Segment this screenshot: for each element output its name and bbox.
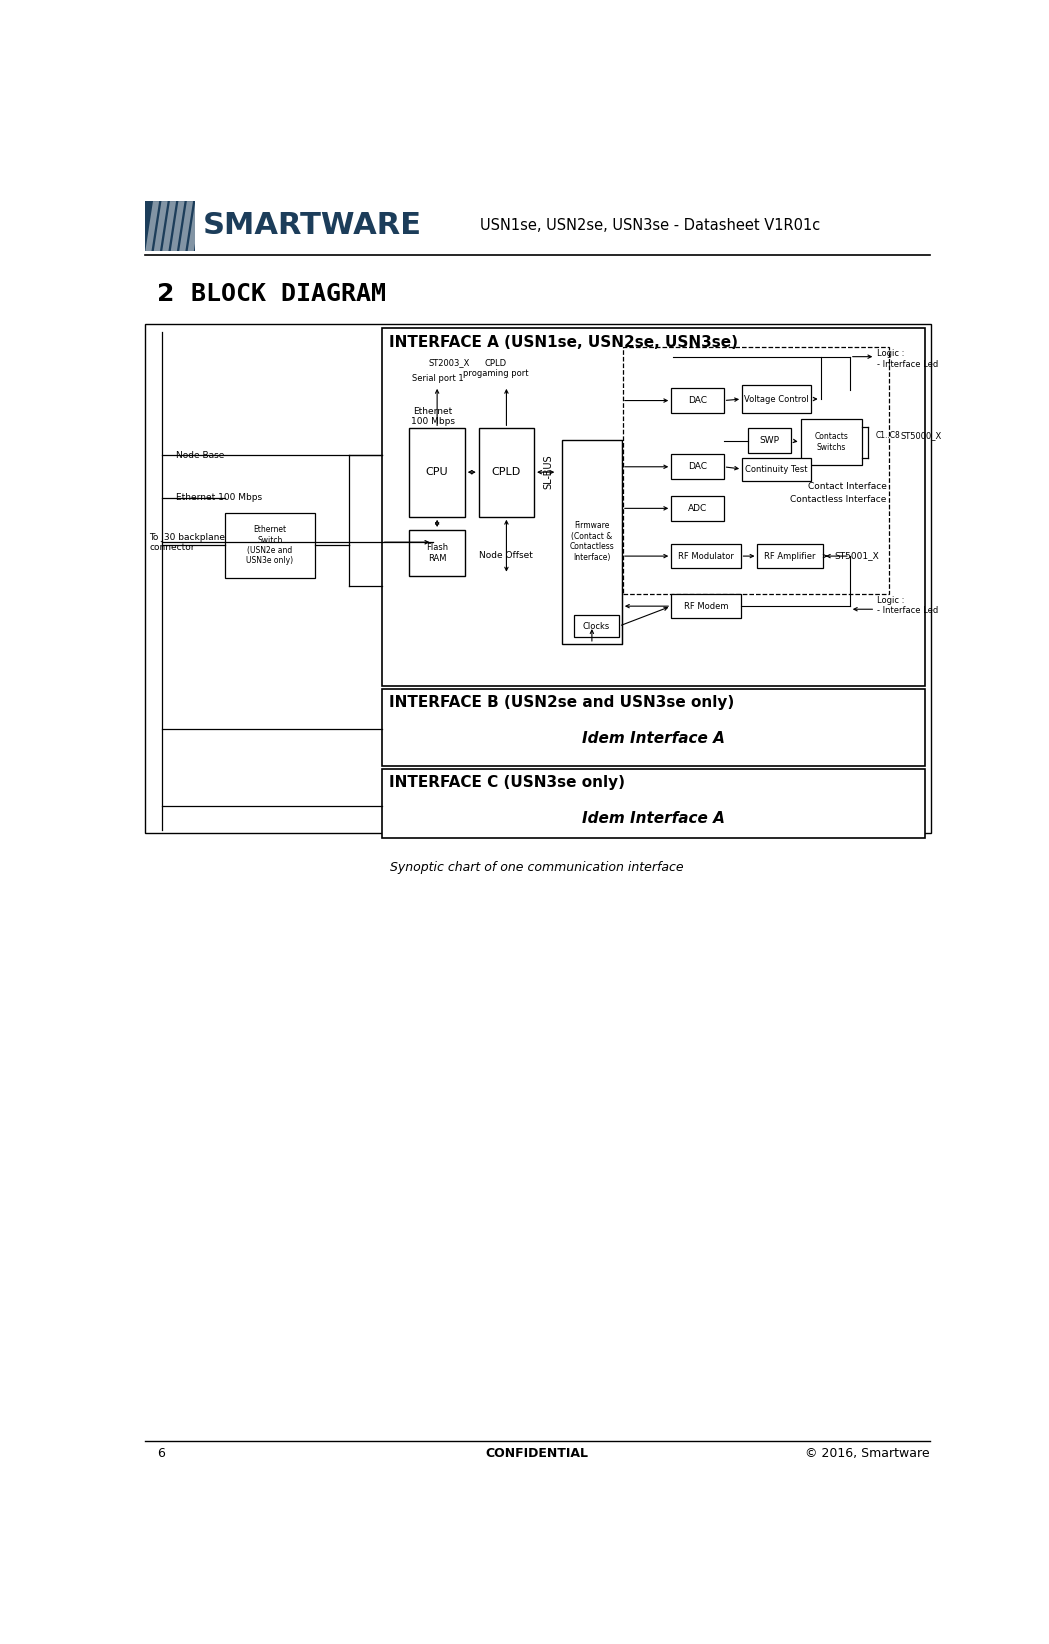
Bar [671,496,724,521]
Text: INTERFACE A (USN1se, USN2se, USN3se): INTERFACE A (USN1se, USN2se, USN3se) [389,334,738,350]
Text: Continuity Test: Continuity Test [746,465,808,473]
Bar [671,593,741,618]
Bar [409,529,465,575]
Text: Contacts
Switchs: Contacts Switchs [814,432,849,452]
Text: ST5000_X: ST5000_X [901,431,942,441]
Text: Logic :
- Interface Led: Logic : - Interface Led [877,595,938,615]
Polygon shape [146,201,159,252]
Bar [224,513,316,579]
Text: Firmware
(Contact &
Contactless
Interface): Firmware (Contact & Contactless Interfac… [570,521,615,562]
Text: Idem Interface A: Idem Interface A [582,810,725,827]
Bar [574,615,619,636]
Text: Ethernet
Switch
(USN2e and
USN3e only): Ethernet Switch (USN2e and USN3e only) [247,524,294,566]
Text: Flash
RAM: Flash RAM [426,543,448,562]
Text: RF Amplifier: RF Amplifier [764,552,815,561]
Bar [748,429,791,452]
Text: RF Modulator: RF Modulator [678,552,734,561]
Text: CPLD: CPLD [492,467,521,477]
Bar [382,689,925,766]
Text: 6: 6 [157,1447,165,1460]
Text: ST2003_X: ST2003_X [429,358,470,367]
Bar [478,429,534,516]
Text: INTERFACE C (USN3se only): INTERFACE C (USN3se only) [389,774,625,791]
Text: To J30 backplane
connector: To J30 backplane connector [149,533,226,552]
Text: © 2016, Smartware: © 2016, Smartware [806,1447,929,1460]
Bar [562,441,622,644]
Text: Ethernet 100 Mbps: Ethernet 100 Mbps [176,493,262,501]
Text: Idem Interface A: Idem Interface A [582,732,725,746]
Text: DAC: DAC [688,396,707,404]
Text: C1..C8: C1..C8 [876,431,901,441]
Text: Contactless Interface: Contactless Interface [791,495,886,503]
Text: ST5001_X: ST5001_X [834,552,879,561]
Bar [382,769,925,838]
Text: Serial port 1: Serial port 1 [412,373,464,383]
Text: SWP: SWP [759,436,779,446]
Text: Voltage Control: Voltage Control [745,395,809,403]
Bar [623,347,890,593]
Bar [671,544,741,569]
Polygon shape [179,201,193,252]
Text: ADC: ADC [688,503,707,513]
Text: 2: 2 [157,281,174,306]
Bar [800,419,862,465]
Polygon shape [163,201,176,252]
Text: Node Base: Node Base [176,450,224,460]
Bar [742,457,811,480]
Text: RF Modem: RF Modem [684,602,728,610]
Bar [742,385,811,413]
Text: USN1se, USN2se, USN3se - Datasheet V1R01c: USN1se, USN2se, USN3se - Datasheet V1R01… [479,219,819,233]
Text: CPU: CPU [426,467,448,477]
Polygon shape [188,201,201,252]
Bar [757,544,822,569]
Bar [409,429,465,516]
Text: Ethernet
100 Mbps: Ethernet 100 Mbps [410,408,454,426]
Text: SL-BUS: SL-BUS [543,455,553,490]
Text: Logic :
- Interface Led: Logic : - Interface Led [877,349,938,368]
Polygon shape [154,201,168,252]
Text: BLOCK DIAGRAM: BLOCK DIAGRAM [192,281,386,306]
Text: Clocks: Clocks [583,621,611,631]
Text: CONFIDENTIAL: CONFIDENTIAL [486,1447,588,1460]
Text: Node Offset: Node Offset [479,551,533,561]
Text: SMARTWARE: SMARTWARE [204,212,422,240]
Text: Synoptic chart of one communication interface: Synoptic chart of one communication inte… [390,861,684,873]
Bar [146,324,930,832]
Text: INTERFACE B (USN2se and USN3se only): INTERFACE B (USN2se and USN3se only) [389,695,734,710]
Bar [671,388,724,413]
Text: Contact Interface: Contact Interface [808,482,886,490]
Bar [146,201,195,252]
Text: CPLD
progaming port: CPLD progaming port [463,358,529,378]
Bar [382,329,925,686]
Bar [671,454,724,478]
Polygon shape [171,201,185,252]
Text: DAC: DAC [688,462,707,472]
